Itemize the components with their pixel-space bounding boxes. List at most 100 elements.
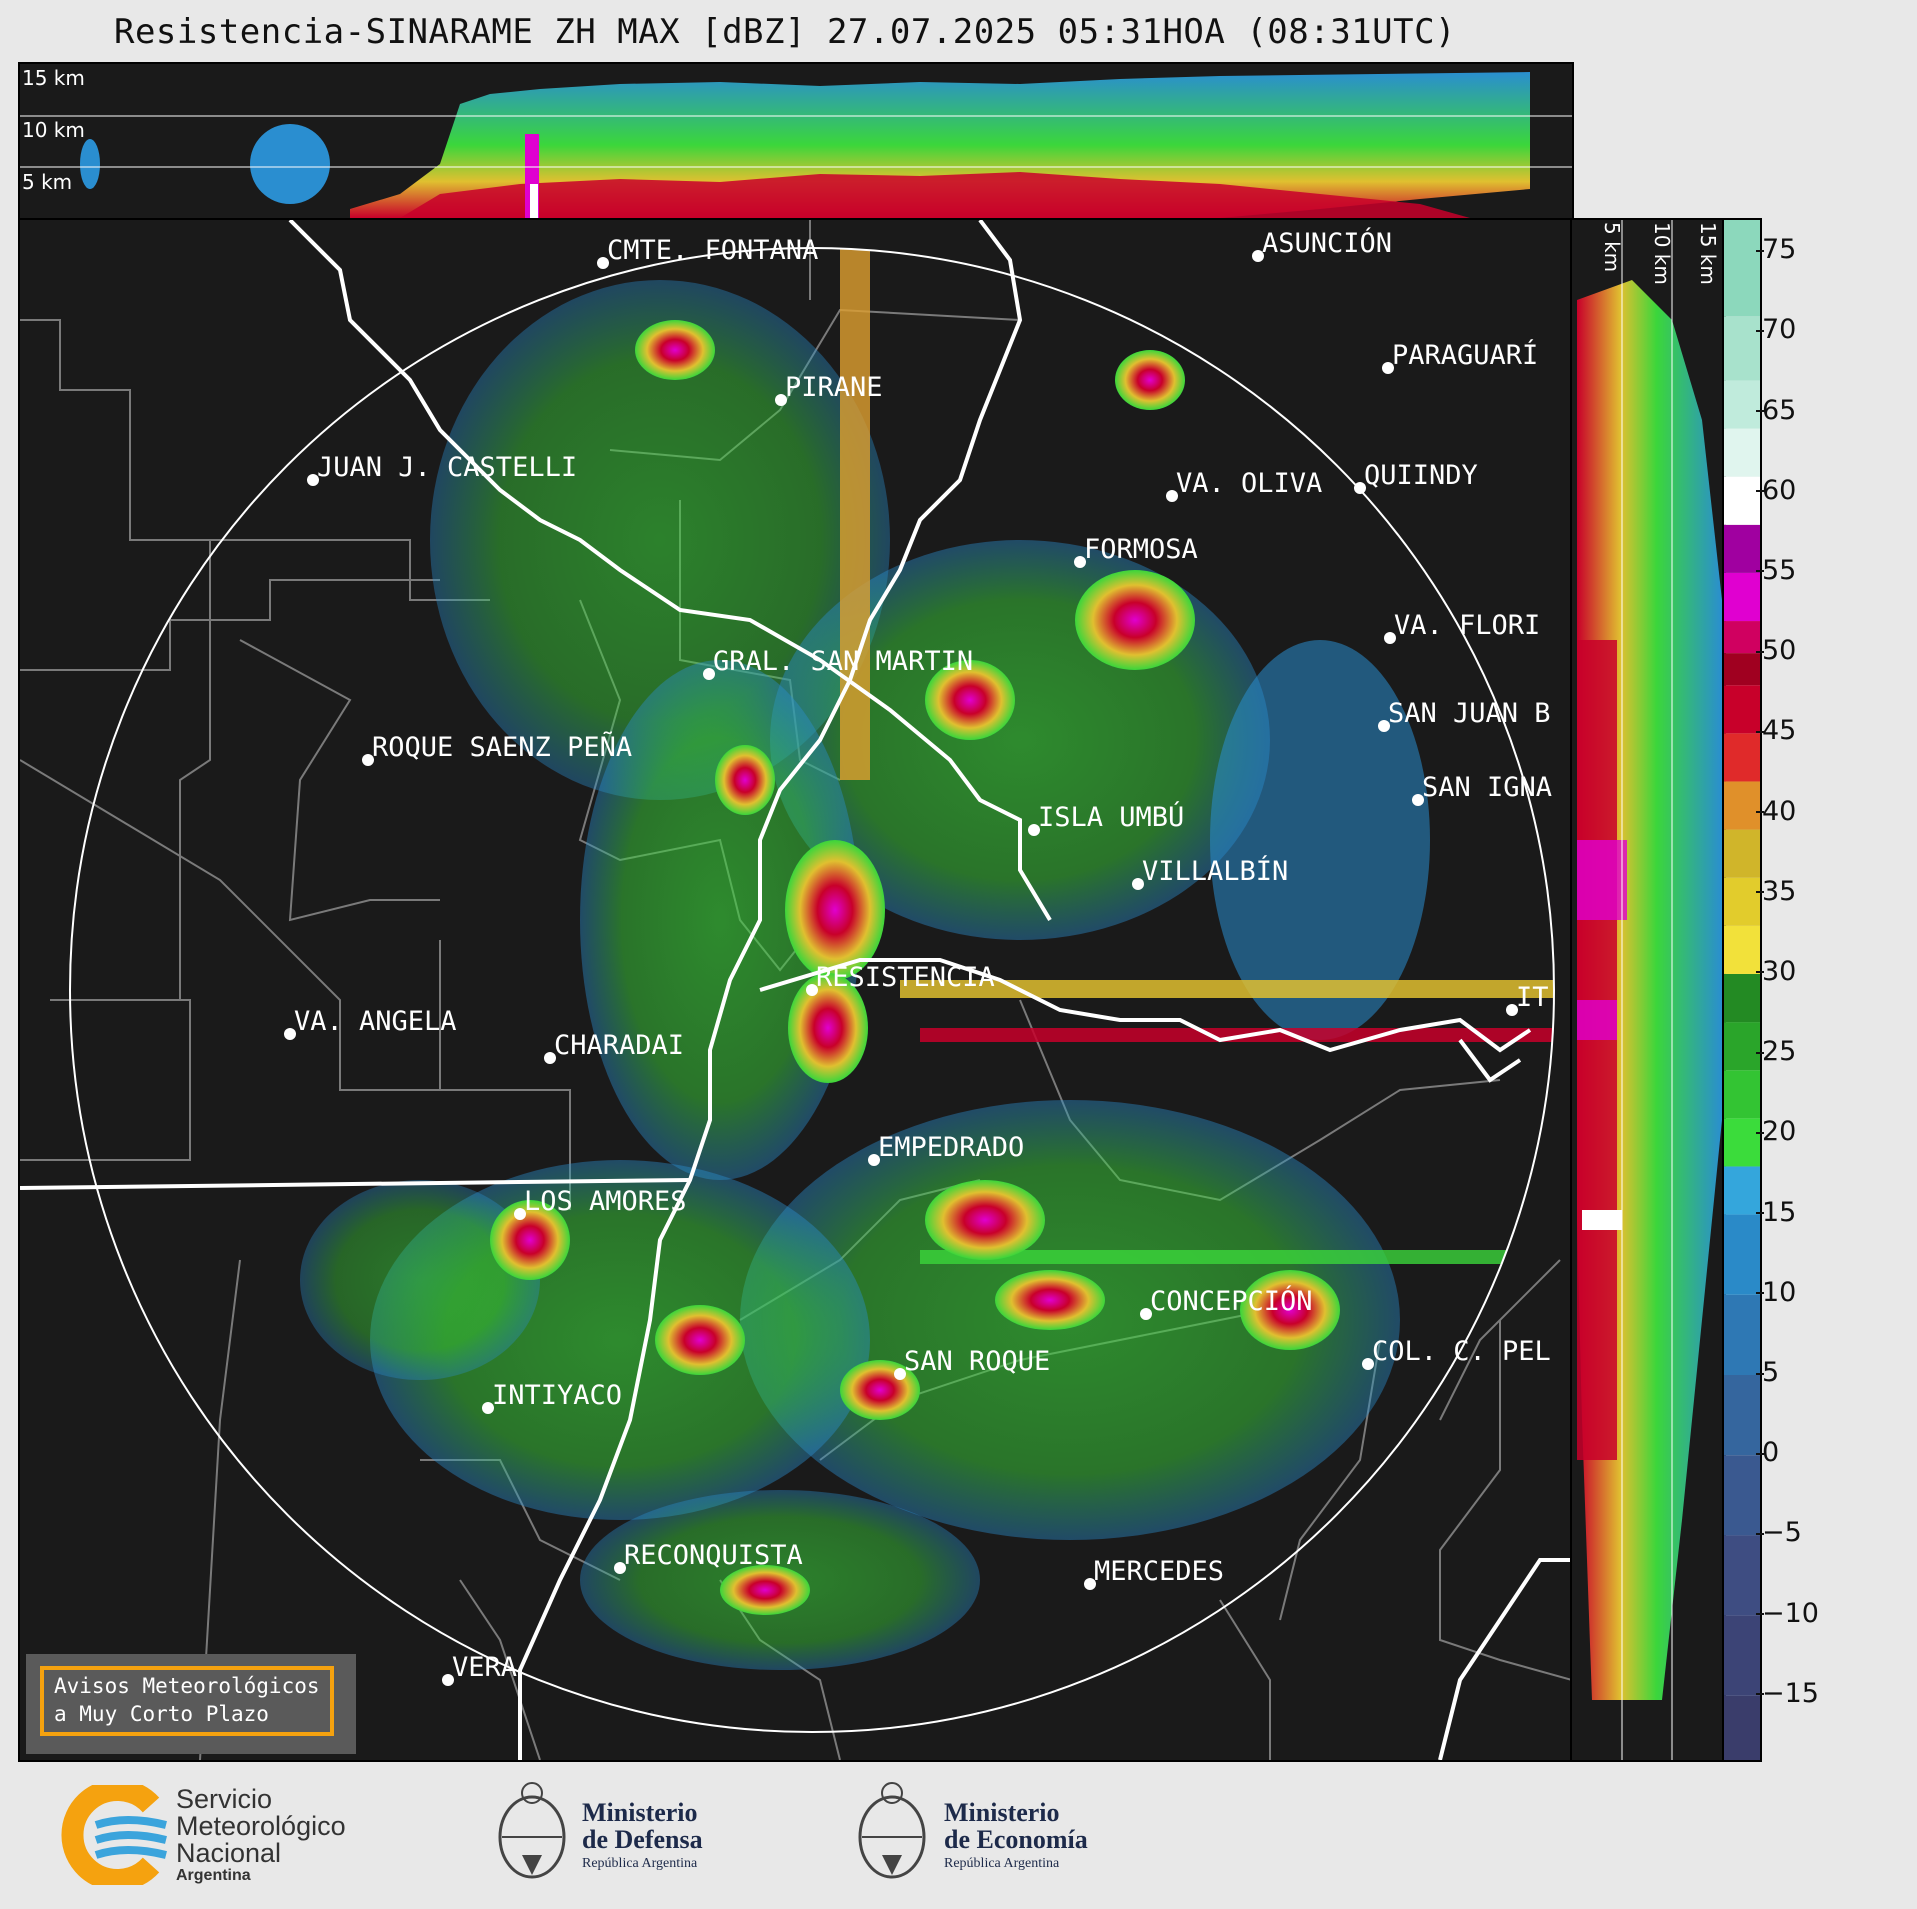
smn-line-3: Nacional xyxy=(176,1838,282,1868)
colorbar-band xyxy=(1724,925,1760,974)
colorbar-tick-label: 30 xyxy=(1755,955,1797,987)
economia-line-2: de Economía xyxy=(944,1825,1088,1854)
city-label: FORMOSA xyxy=(1084,534,1198,565)
side-height-label-5km: 5 km xyxy=(1600,222,1624,273)
city-label: VILLALBÍN xyxy=(1142,856,1289,887)
smn-line-1: Servicio xyxy=(176,1784,273,1814)
city-label: SAN IGNA xyxy=(1422,772,1553,803)
colorbar-band xyxy=(1724,1535,1760,1616)
city-label: VA. OLIVA xyxy=(1176,468,1323,499)
city-dot xyxy=(1074,556,1086,568)
colorbar-tick-label: 20 xyxy=(1755,1116,1797,1148)
coat-of-arms-icon xyxy=(858,1782,926,1879)
city-label: IT xyxy=(1516,982,1549,1013)
colorbar-band xyxy=(1724,1214,1760,1295)
height-label-5km: 5 km xyxy=(22,170,73,194)
city-label: MERCEDES xyxy=(1094,1556,1225,1587)
echo-cell-side-a xyxy=(1577,840,1627,920)
smn-logo xyxy=(56,1779,176,1891)
defensa-logo-text: Ministerio de Defensa República Argentin… xyxy=(582,1800,703,1874)
defensa-line-1: Ministerio xyxy=(582,1798,698,1827)
economia-logo-text: Ministerio de Economía República Argenti… xyxy=(944,1800,1088,1874)
warning-line-2: a Muy Corto Plazo xyxy=(54,1702,269,1726)
radar-echoes xyxy=(300,248,1554,1670)
colorbar-band xyxy=(1724,316,1760,381)
radar-map-svg xyxy=(20,220,1572,1760)
city-label: JUAN J. CASTELLI xyxy=(317,452,578,483)
colorbar-tick-label: −10 xyxy=(1756,1597,1819,1629)
colorbar-band xyxy=(1724,653,1760,686)
city-label: SAN ROQUE xyxy=(904,1346,1051,1377)
colorbar-tick-label: −15 xyxy=(1756,1677,1819,1709)
colorbar-tick-label: 45 xyxy=(1755,715,1797,747)
city-dot xyxy=(1354,482,1366,494)
city-label: LOS AMORES xyxy=(524,1186,687,1217)
city-dot xyxy=(442,1674,454,1686)
economia-seal xyxy=(852,1775,932,1895)
city-dot xyxy=(1140,1308,1152,1320)
echo-blob-top-b xyxy=(80,139,100,189)
city-dot xyxy=(544,1052,556,1064)
colorbar-band xyxy=(1724,1615,1760,1696)
colorbar-band xyxy=(1724,877,1760,926)
range-ring xyxy=(69,247,1555,1733)
city-label: PIRANE xyxy=(785,372,883,403)
city-dot xyxy=(1166,490,1178,502)
city-label: PARAGUARÍ xyxy=(1392,340,1539,371)
colorbar-band xyxy=(1724,733,1760,782)
colorbar-tick-label: 55 xyxy=(1755,554,1797,586)
city-label: EMPEDRADO xyxy=(878,1132,1025,1163)
colorbar-tick-label: 75 xyxy=(1755,234,1797,266)
colorbar-tick-label: 25 xyxy=(1755,1036,1797,1068)
colorbar-tick-label: 35 xyxy=(1755,875,1797,907)
smn-line-4: Argentina xyxy=(176,1867,251,1884)
city-dot xyxy=(1384,632,1396,644)
city-dot xyxy=(1506,1004,1518,1016)
colorbar-band xyxy=(1724,1695,1760,1760)
colorbar xyxy=(1722,218,1762,1762)
city-label: ASUNCIÓN xyxy=(1262,228,1393,259)
city-dot xyxy=(1028,824,1040,836)
city-label: CHARADAI xyxy=(554,1030,685,1061)
city-dot xyxy=(1252,250,1264,262)
colorbar-band xyxy=(1724,1022,1760,1071)
defensa-line-2: de Defensa xyxy=(582,1825,703,1854)
colorbar-band xyxy=(1724,1166,1760,1215)
colorbar-band xyxy=(1724,973,1760,1023)
colorbar-tick-label: −5 xyxy=(1756,1517,1802,1549)
city-dot xyxy=(894,1368,906,1380)
colorbar-band xyxy=(1724,524,1760,573)
colorbar-band xyxy=(1724,572,1760,622)
colorbar-band xyxy=(1724,621,1760,654)
city-dot xyxy=(1362,1358,1374,1370)
warning-box-frame: Avisos Meteorológicos a Muy Corto Plazo xyxy=(40,1666,334,1736)
colorbar-band xyxy=(1724,829,1760,878)
smn-logo-icon xyxy=(61,1779,167,1891)
city-dot xyxy=(284,1028,296,1040)
side-cross-section-panel: 5 km 10 km 15 km xyxy=(1570,218,1726,1762)
city-dot xyxy=(1084,1578,1096,1590)
page-title: Resistencia-SINARAME ZH MAX [dBZ] 27.07.… xyxy=(113,12,1457,52)
side-cross-section-svg xyxy=(1577,220,1722,1760)
city-dot xyxy=(514,1208,526,1220)
defensa-seal xyxy=(492,1775,572,1895)
city-dot xyxy=(1378,720,1390,732)
echo-cell-side-c xyxy=(1582,1210,1622,1230)
city-label: VA. ANGELA xyxy=(294,1006,457,1037)
city-label: ROQUE SAENZ PEÑA xyxy=(372,732,633,763)
top-cross-section-panel: 15 km 10 km 5 km xyxy=(18,62,1574,220)
city-label: CMTE. FONTANA xyxy=(607,235,819,266)
city-label: SAN JUAN B xyxy=(1388,698,1551,729)
colorbar-band xyxy=(1724,1375,1760,1456)
city-dot xyxy=(1382,362,1394,374)
colorbar-band xyxy=(1724,1294,1760,1375)
colorbar-tick-label: 10 xyxy=(1755,1276,1797,1308)
city-label: ISLA UMBÚ xyxy=(1038,802,1185,833)
radar-map-panel: CMTE. FONTANA ASUNCIÓN PARAGUARÍ PIRANE … xyxy=(18,218,1574,1762)
side-height-label-10km: 10 km xyxy=(1650,222,1674,285)
city-label: RESISTENCIA xyxy=(816,962,995,993)
echo-core-top xyxy=(400,172,1470,218)
city-dot xyxy=(868,1154,880,1166)
city-dot xyxy=(597,257,609,269)
economia-line-1: Ministerio xyxy=(944,1798,1060,1827)
